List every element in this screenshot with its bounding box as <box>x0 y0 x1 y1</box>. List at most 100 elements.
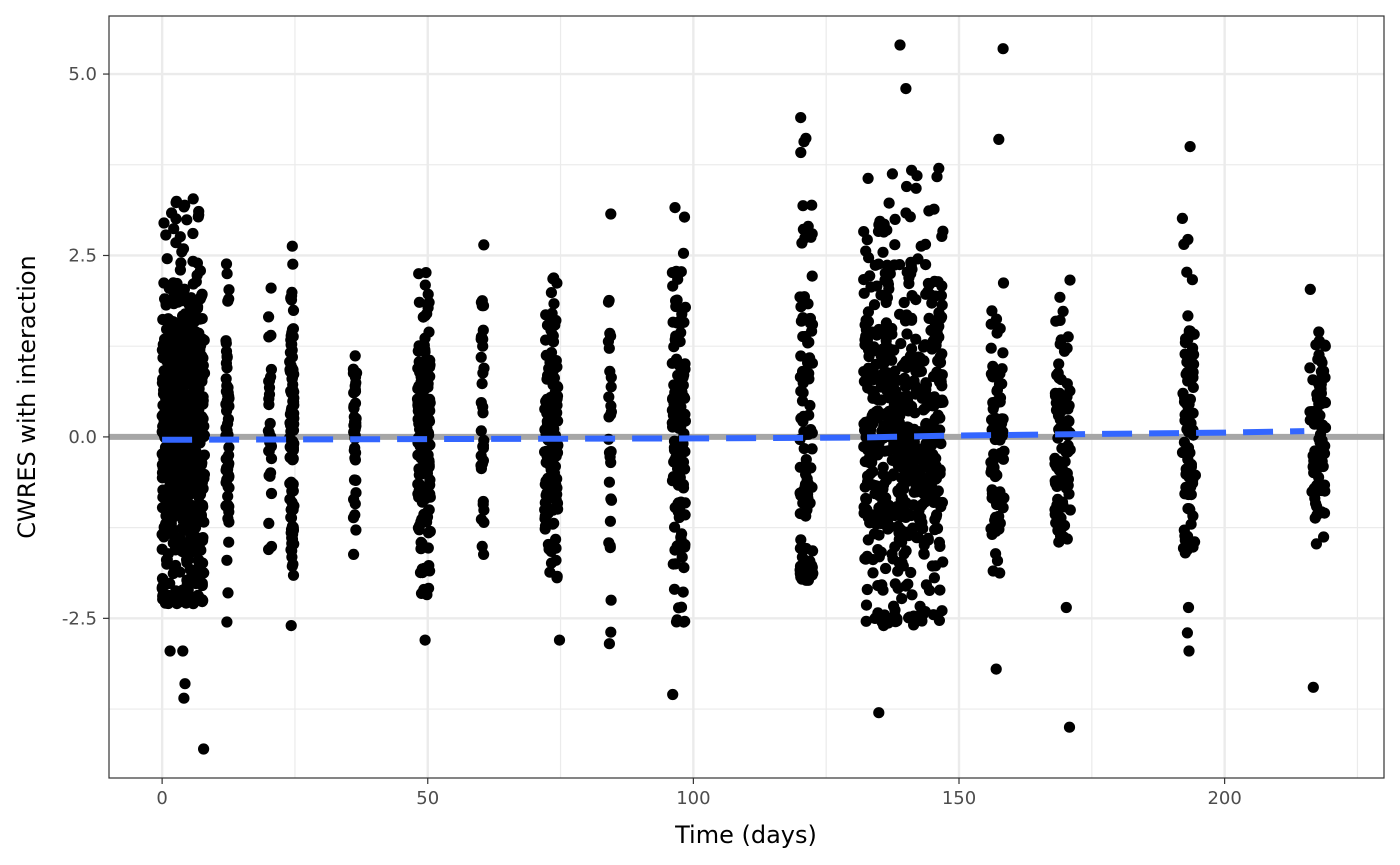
data-point <box>181 378 194 390</box>
data-point <box>222 481 234 493</box>
data-point <box>670 300 682 313</box>
data-point <box>674 370 687 382</box>
data-point <box>878 479 890 491</box>
data-point <box>415 357 427 369</box>
data-point <box>1182 366 1194 378</box>
data-point <box>918 547 930 560</box>
data-point <box>795 350 807 362</box>
data-point <box>901 180 913 193</box>
data-point <box>420 395 432 407</box>
data-point <box>422 288 434 300</box>
data-point <box>1315 443 1327 455</box>
data-point <box>349 452 361 464</box>
data-point <box>1307 374 1319 386</box>
data-point <box>1188 358 1200 370</box>
data-point <box>221 268 233 280</box>
data-point <box>886 322 898 335</box>
data-point <box>997 347 1009 359</box>
data-point <box>677 482 690 494</box>
data-point <box>1315 387 1327 399</box>
data-point <box>265 540 278 553</box>
data-point <box>1304 362 1316 374</box>
data-point <box>414 408 426 420</box>
data-point <box>997 43 1009 55</box>
data-point <box>160 554 173 566</box>
data-point <box>179 199 191 211</box>
data-point <box>670 452 682 464</box>
data-point <box>936 605 948 617</box>
data-point <box>1049 387 1061 399</box>
data-point <box>806 443 818 455</box>
data-point <box>800 542 812 555</box>
data-point <box>914 352 926 364</box>
data-point <box>1319 339 1331 351</box>
data-point <box>676 528 688 540</box>
data-point <box>548 442 560 454</box>
data-point <box>603 476 616 488</box>
data-point <box>905 256 917 268</box>
data-point <box>413 340 425 352</box>
data-point <box>604 447 617 459</box>
data-point <box>545 324 557 336</box>
data-point <box>896 593 908 605</box>
data-point <box>423 296 435 308</box>
data-point <box>1176 446 1189 459</box>
data-point <box>161 253 173 265</box>
data-point <box>265 363 277 376</box>
data-point <box>1055 512 1067 524</box>
data-point <box>800 510 812 522</box>
data-point <box>221 616 233 628</box>
data-point <box>933 320 945 332</box>
data-point <box>539 504 551 516</box>
data-point <box>415 371 427 383</box>
data-point <box>1054 291 1066 303</box>
data-point <box>222 490 234 502</box>
data-point <box>158 453 170 465</box>
data-point <box>182 554 194 566</box>
data-point <box>160 299 172 311</box>
data-point <box>193 341 205 353</box>
data-point <box>198 743 210 755</box>
data-point <box>931 335 943 347</box>
data-point <box>887 468 900 480</box>
data-point <box>860 599 873 611</box>
data-point <box>176 522 188 534</box>
data-point <box>908 619 920 631</box>
data-point <box>910 182 922 194</box>
data-point <box>1053 358 1065 370</box>
data-point <box>935 290 948 302</box>
data-point <box>1183 645 1195 657</box>
data-point <box>161 354 173 367</box>
data-point <box>412 383 424 395</box>
data-point <box>868 480 880 492</box>
data-point <box>286 560 298 572</box>
data-point <box>990 663 1002 675</box>
data-point <box>1314 419 1326 432</box>
data-point <box>189 428 201 440</box>
data-point <box>667 392 679 404</box>
data-point <box>902 528 914 540</box>
data-point <box>163 282 175 294</box>
data-point <box>1064 444 1076 456</box>
data-point <box>1182 503 1194 515</box>
data-point <box>193 209 205 221</box>
data-point <box>415 543 427 555</box>
data-point <box>348 474 361 486</box>
data-point <box>861 234 873 246</box>
data-point <box>179 325 191 337</box>
data-point <box>284 477 296 490</box>
data-point <box>222 295 234 307</box>
x-tick-label: 100 <box>676 788 710 809</box>
data-point <box>904 211 916 223</box>
data-point <box>1304 283 1316 295</box>
data-point <box>1183 483 1195 495</box>
data-point <box>1187 474 1199 486</box>
data-point <box>349 350 361 362</box>
data-point <box>348 400 360 412</box>
data-point <box>989 470 1001 483</box>
data-point <box>676 551 688 563</box>
data-point <box>875 350 887 362</box>
data-point <box>604 515 617 527</box>
data-point <box>1176 212 1188 224</box>
